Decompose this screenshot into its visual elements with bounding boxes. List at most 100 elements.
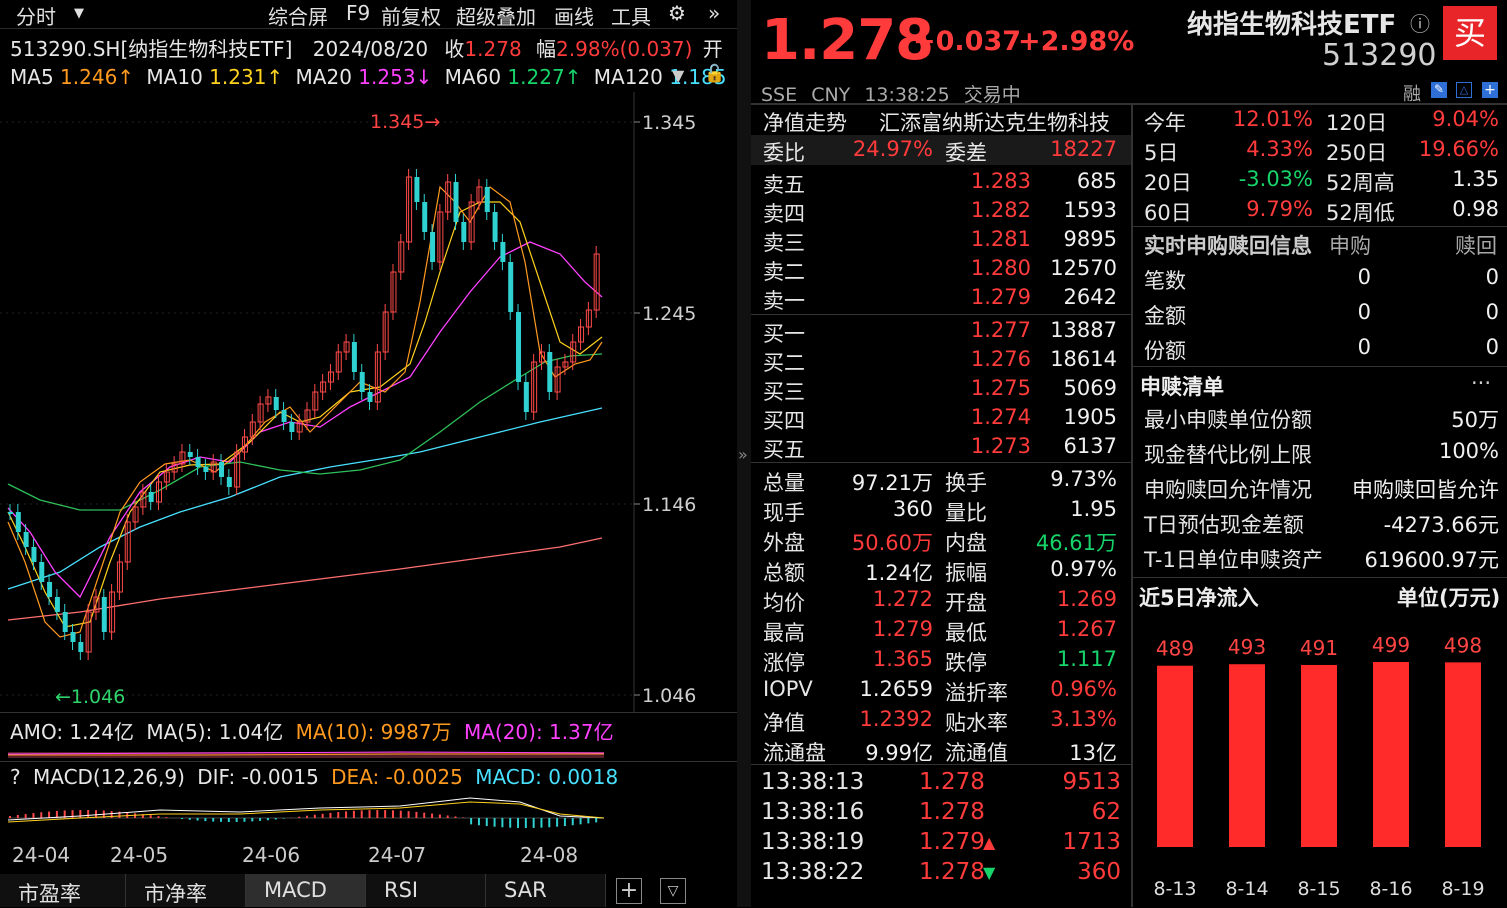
tab-huaxian[interactable]: 画线 bbox=[554, 5, 594, 29]
candle-body bbox=[62, 612, 68, 632]
candle-body bbox=[54, 597, 60, 612]
bid-volume: 18614 bbox=[1050, 347, 1117, 371]
stat-value: 1.272 bbox=[872, 587, 933, 611]
tab-chaojidiejia[interactable]: 超级叠加 bbox=[456, 5, 536, 29]
ma-dropdown-icon[interactable]: ▼ bbox=[672, 66, 685, 85]
candle-body bbox=[296, 421, 303, 433]
last-price: 1.278 bbox=[761, 8, 934, 73]
perf-label: 今年 bbox=[1144, 111, 1186, 135]
candle-body bbox=[414, 177, 420, 202]
stat-label: 流通值 bbox=[945, 741, 1008, 765]
price-axis-label: 1.046 bbox=[642, 685, 696, 707]
bid-price: 1.274 bbox=[970, 405, 1031, 429]
stat-label: 换手 bbox=[945, 471, 987, 495]
dropdown-icon[interactable]: ▼ bbox=[74, 6, 84, 21]
list-label: 申购赎回允许情况 bbox=[1144, 478, 1312, 502]
chevron-down-icon[interactable]: ▽ bbox=[660, 878, 686, 904]
ask-volume: 1593 bbox=[1063, 198, 1117, 222]
ask-label: 卖四 bbox=[763, 202, 805, 226]
netflow-value-label: 491 bbox=[1300, 636, 1338, 660]
weicha-label: 委差 bbox=[945, 141, 987, 165]
candle-body bbox=[179, 451, 186, 465]
help-icon[interactable]: ? bbox=[10, 765, 21, 789]
list-value: 100% bbox=[1438, 439, 1499, 463]
tab-fenshi[interactable]: 分时 bbox=[16, 5, 56, 29]
tick-price: 1.278 bbox=[919, 769, 985, 795]
subscription-header-buy: 申购 bbox=[1329, 234, 1371, 258]
open-label: 开 bbox=[702, 37, 723, 61]
tab-gongju[interactable]: 工具 bbox=[611, 5, 651, 29]
collapse-icon[interactable]: » bbox=[738, 445, 748, 464]
range-value: 2.98%(0.037) bbox=[556, 37, 693, 61]
price-axis-label: 1.345 bbox=[642, 112, 696, 134]
perf-value: 1.35 bbox=[1452, 167, 1499, 191]
stat-label: 溢折率 bbox=[945, 681, 1008, 705]
macd-dea: DEA: -0.0025 bbox=[331, 765, 463, 789]
tab-pb[interactable]: 市净率 bbox=[126, 874, 246, 907]
candle-body bbox=[265, 396, 272, 405]
candle-body bbox=[492, 212, 498, 242]
panel-divider[interactable]: » bbox=[737, 0, 751, 907]
alert-icon[interactable]: △ bbox=[1456, 82, 1472, 98]
candle-body bbox=[15, 512, 21, 532]
tick-volume: 1713 bbox=[1062, 829, 1121, 855]
netflow-bar bbox=[1373, 662, 1409, 847]
stat-value: 9.99亿 bbox=[865, 741, 933, 765]
month-label: 24-04 bbox=[12, 843, 71, 867]
tab-qianfuquan[interactable]: 前复权 bbox=[381, 5, 441, 29]
tab-macd[interactable]: MACD bbox=[246, 874, 366, 907]
tick-price-value: 1.278 bbox=[919, 769, 985, 795]
ask-volume: 685 bbox=[1076, 169, 1117, 193]
candle-body bbox=[585, 309, 592, 328]
tick-volume: 9513 bbox=[1062, 769, 1121, 795]
candle-body bbox=[476, 186, 483, 203]
fund-name: 纳指生物科技ETF bbox=[1187, 10, 1397, 40]
candle-body bbox=[70, 632, 76, 642]
tab-pe[interactable]: 市盈率 bbox=[0, 874, 126, 907]
edit-icon[interactable]: ✎ bbox=[1431, 82, 1447, 98]
candle-body bbox=[109, 591, 116, 633]
bid-label: 买二 bbox=[763, 351, 805, 375]
tab-sar[interactable]: SAR bbox=[486, 874, 606, 907]
lock-icon[interactable]: 🔓 bbox=[704, 64, 726, 84]
price-axis-label: 1.245 bbox=[642, 303, 696, 325]
ask-price: 1.279 bbox=[970, 285, 1031, 309]
list-value: 619600.97元 bbox=[1364, 548, 1499, 572]
tab-zonghe[interactable]: 综合屏 bbox=[268, 5, 328, 29]
macd-chart bbox=[7, 797, 605, 828]
netflow-date-label: 8-14 bbox=[1225, 878, 1268, 900]
netflow-date-label: 8-15 bbox=[1297, 878, 1340, 900]
nav-trend-link[interactable]: 净值走势 bbox=[763, 111, 847, 135]
perf-value: 9.79% bbox=[1246, 197, 1313, 221]
chart-panel: 分时 ▼ 综合屏 F9 前复权 超级叠加 画线 工具 ⚙ » 513290.SH… bbox=[0, 0, 737, 907]
ma120-value: 1.185 bbox=[669, 65, 727, 89]
tab-f9[interactable]: F9 bbox=[346, 1, 371, 25]
subscription-buy: 0 bbox=[1357, 265, 1371, 289]
bid-volume: 1905 bbox=[1063, 405, 1117, 429]
tick-time: 13:38:13 bbox=[761, 769, 865, 795]
stat-label: 总额 bbox=[763, 561, 805, 585]
quote-time: 13:38:25 bbox=[864, 84, 950, 106]
candle-body bbox=[523, 382, 529, 412]
add-icon[interactable]: + bbox=[616, 878, 642, 904]
stat-value: 9.73% bbox=[1050, 467, 1117, 491]
weicha-value: 18227 bbox=[1050, 137, 1117, 161]
stat-label: 均价 bbox=[763, 591, 805, 615]
gear-icon[interactable]: ⚙ bbox=[668, 1, 686, 25]
expand-icon[interactable]: » bbox=[708, 1, 721, 25]
kline-chart[interactable]: 1.345→ ←1.046 1.345 1.245 1.146 1.046 bbox=[0, 92, 737, 712]
more-button[interactable]: ··· bbox=[1471, 371, 1492, 395]
stat-label: 外盘 bbox=[763, 531, 805, 555]
add-watchlist-icon[interactable]: + bbox=[1482, 82, 1498, 98]
list-title: 申赎清单 bbox=[1140, 375, 1224, 399]
candle-body bbox=[8, 512, 13, 514]
info-icon[interactable]: ⓘ bbox=[1410, 12, 1430, 36]
candle-body bbox=[367, 392, 373, 402]
buy-button[interactable]: 买 bbox=[1443, 6, 1497, 60]
perf-label: 250日 bbox=[1326, 141, 1388, 165]
amo-chart bbox=[7, 751, 605, 758]
tab-rsi[interactable]: RSI bbox=[366, 874, 486, 907]
candle-body bbox=[437, 211, 444, 263]
candle-body bbox=[390, 271, 397, 313]
stat-label: 最高 bbox=[763, 621, 805, 645]
